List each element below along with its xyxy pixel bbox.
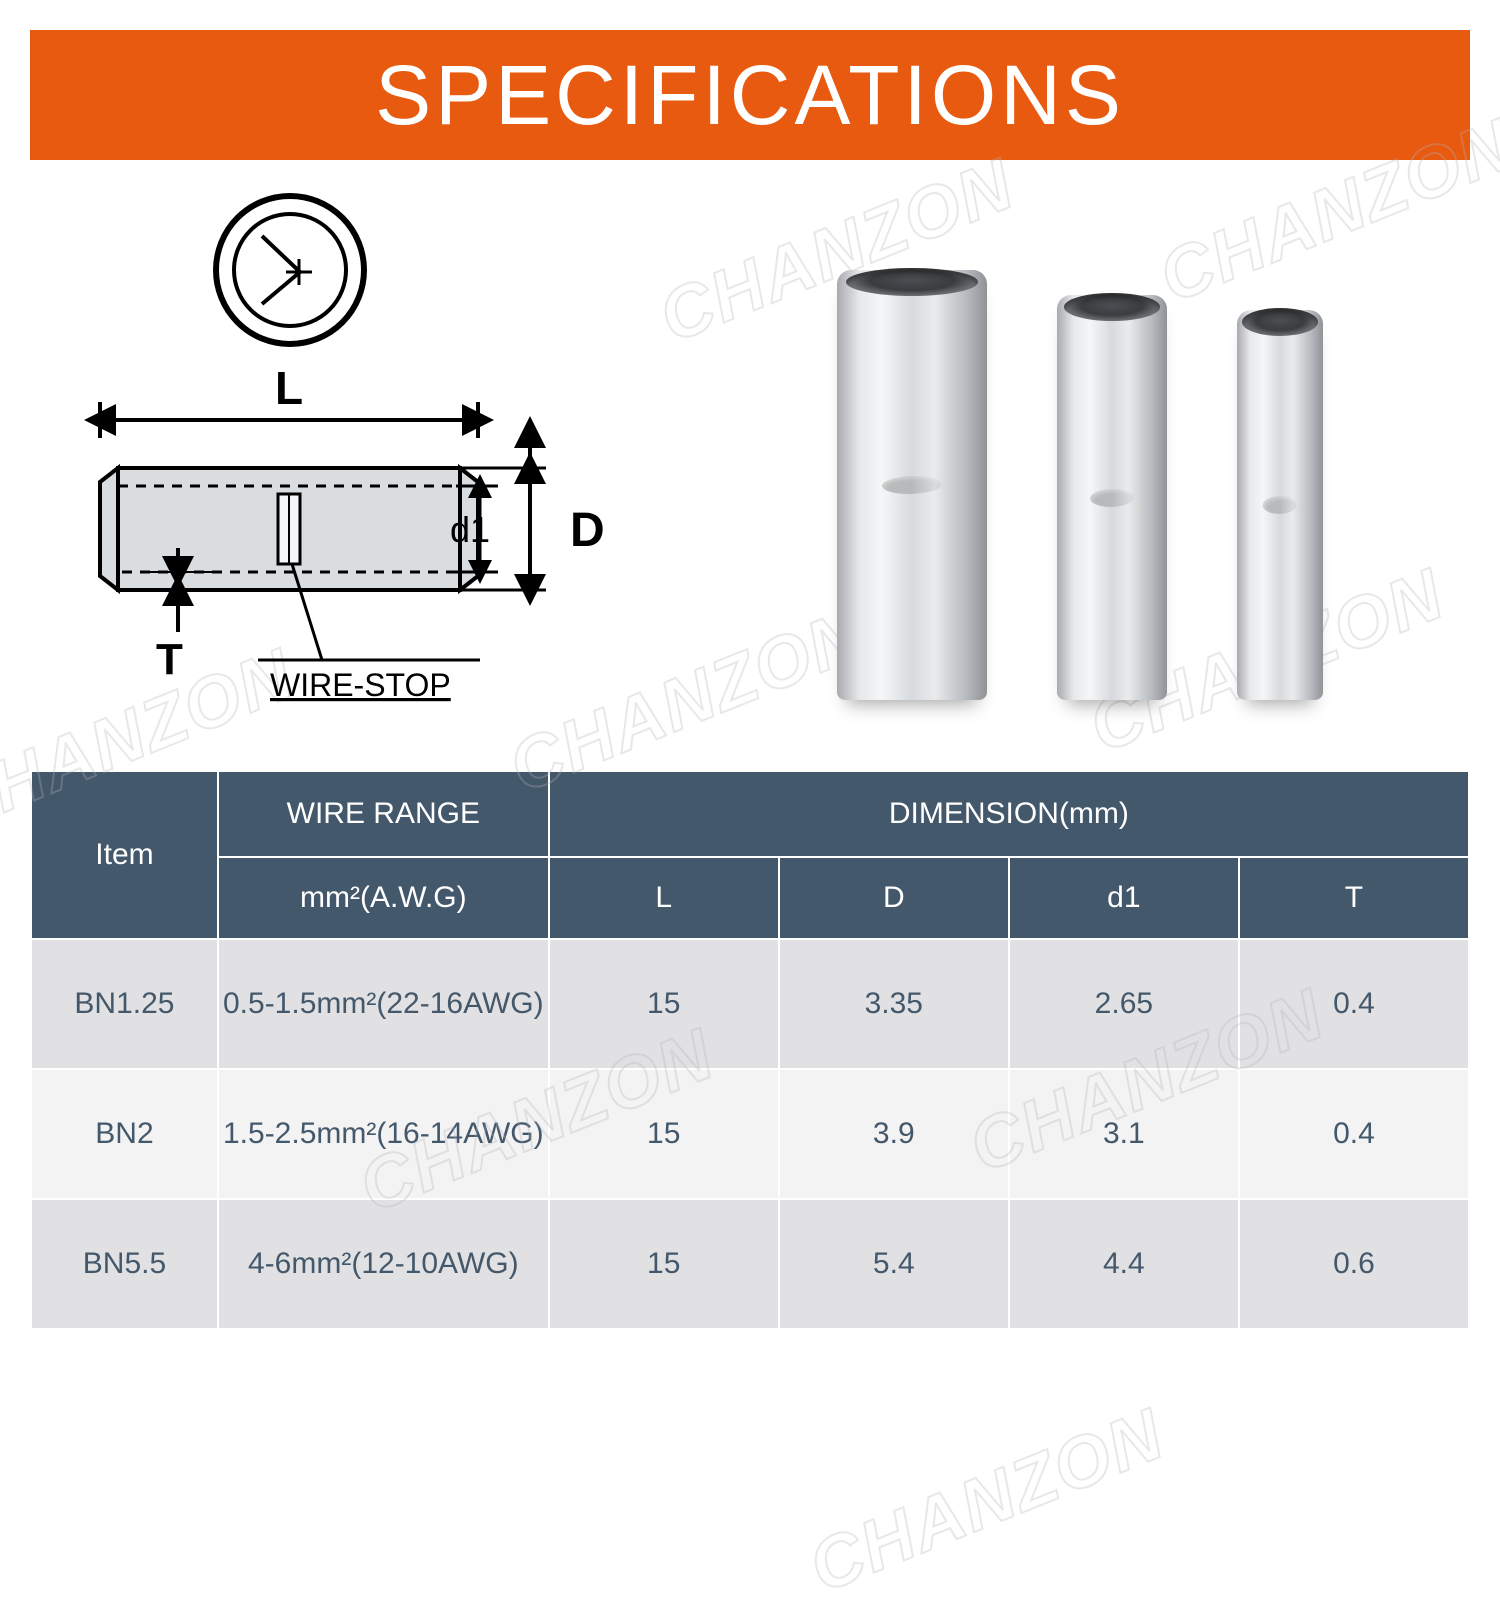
cell-d1: 3.1: [1009, 1069, 1239, 1199]
th-wire-sub: mm²(A.W.G): [218, 857, 549, 939]
table-row: BN1.25 0.5-1.5mm²(22-16AWG) 15 3.35 2.65…: [31, 939, 1469, 1069]
cell-d1: 4.4: [1009, 1199, 1239, 1329]
connector-medium: [1057, 295, 1167, 700]
connector-large: [837, 270, 987, 700]
cell-wire: 4-6mm²(12-10AWG): [218, 1199, 549, 1329]
watermark: CHANZON: [798, 1393, 1175, 1609]
cell-wire: 0.5-1.5mm²(22-16AWG): [218, 939, 549, 1069]
table-row: BN2 1.5-2.5mm²(16-14AWG) 15 3.9 3.1 0.4: [31, 1069, 1469, 1199]
cell-wire: 1.5-2.5mm²(16-14AWG): [218, 1069, 549, 1199]
th-L: L: [549, 857, 779, 939]
th-wire-range: WIRE RANGE: [218, 771, 549, 857]
table-row: BN5.5 4-6mm²(12-10AWG) 15 5.4 4.4 0.6: [31, 1199, 1469, 1329]
label-D: D: [570, 504, 605, 557]
label-wirestop: WIRE-STOP: [270, 667, 451, 703]
cell-L: 15: [549, 939, 779, 1069]
page-title: SPECIFICATIONS: [375, 47, 1125, 144]
cell-T: 0.6: [1239, 1199, 1469, 1329]
cell-D: 5.4: [779, 1199, 1009, 1329]
title-banner: SPECIFICATIONS: [30, 30, 1470, 160]
th-d1: d1: [1009, 857, 1239, 939]
spec-table: Item WIRE RANGE DIMENSION(mm) mm²(A.W.G)…: [30, 770, 1470, 1330]
cell-D: 3.9: [779, 1069, 1009, 1199]
dimension-diagram: L D: [60, 180, 640, 740]
cell-item: BN5.5: [31, 1199, 218, 1329]
th-T: T: [1239, 857, 1469, 939]
connector-small: [1237, 310, 1323, 700]
cell-L: 15: [549, 1069, 779, 1199]
cell-item: BN2: [31, 1069, 218, 1199]
cell-T: 0.4: [1239, 939, 1469, 1069]
cell-d1: 2.65: [1009, 939, 1239, 1069]
label-L: L: [275, 362, 303, 414]
cell-T: 0.4: [1239, 1069, 1469, 1199]
cell-L: 15: [549, 1199, 779, 1329]
cell-item: BN1.25: [31, 939, 218, 1069]
illustration-row: L D: [30, 180, 1470, 740]
label-d1: d1: [450, 509, 490, 550]
label-T: T: [156, 635, 183, 684]
th-item: Item: [31, 771, 218, 939]
th-D: D: [779, 857, 1009, 939]
th-dimension: DIMENSION(mm): [549, 771, 1469, 857]
product-photos: [730, 220, 1430, 700]
cell-D: 3.35: [779, 939, 1009, 1069]
